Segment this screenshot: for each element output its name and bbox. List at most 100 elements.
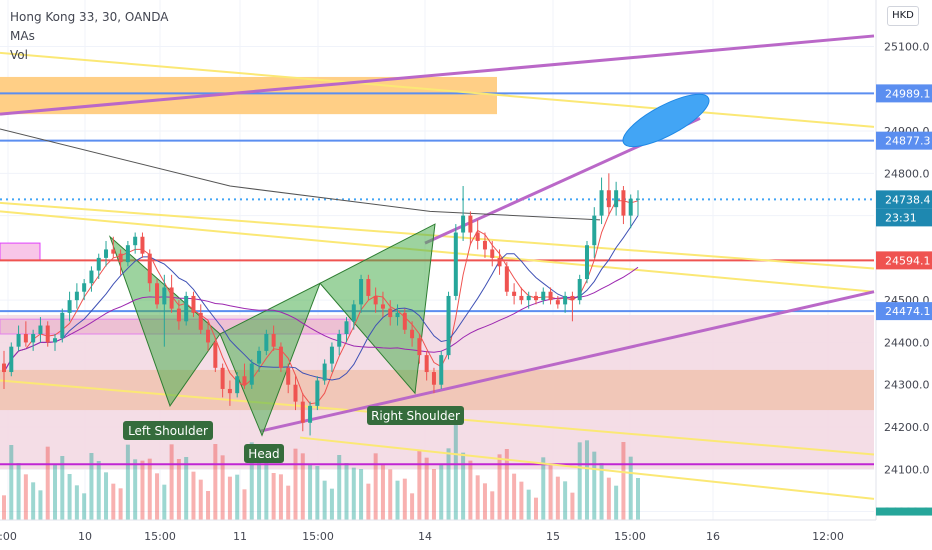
- price-label-bg: [876, 251, 932, 270]
- volume-bar: [96, 461, 101, 520]
- volume-bar: [198, 479, 203, 520]
- x-tick-label: 15:00: [614, 530, 646, 543]
- price-axis: 25100.024900.024800.024700.024500.024400…: [875, 0, 932, 550]
- pattern-left-shoulder: [108, 235, 221, 407]
- volume-bar: [490, 491, 495, 520]
- candle-body: [271, 333, 276, 347]
- candle-body: [636, 198, 640, 200]
- candle-body: [337, 333, 342, 347]
- volume-bar: [206, 491, 211, 520]
- candle-body: [242, 376, 247, 385]
- volume-bar: [23, 474, 28, 520]
- yellow-trendline: [0, 210, 875, 293]
- candle-body: [359, 279, 364, 305]
- indicator-vol-label[interactable]: Vol: [10, 48, 28, 62]
- candle-body: [497, 257, 502, 267]
- candle-body: [16, 333, 21, 347]
- volume-bar: [162, 484, 167, 520]
- candle-body: [570, 295, 575, 301]
- candle-body: [118, 253, 123, 263]
- volume-bar: [184, 457, 189, 520]
- right-shoulder-label-bg: [367, 406, 464, 425]
- volume-bar: [322, 480, 327, 520]
- volume-bar: [446, 448, 451, 520]
- candle-body: [402, 312, 407, 330]
- candle-body: [395, 312, 400, 318]
- volume-bar: [300, 453, 305, 520]
- candle-body: [74, 291, 79, 301]
- volume-bar: [293, 448, 298, 520]
- volume-bar: [125, 444, 130, 520]
- y-tick-label: 24300.0: [884, 379, 930, 392]
- candle-body: [577, 279, 582, 301]
- left-shoulder-label-bg: [123, 421, 213, 440]
- candle-body: [512, 291, 517, 296]
- candle-body: [373, 295, 378, 305]
- volume-bar: [402, 478, 407, 520]
- moving-averages: [0, 128, 639, 405]
- candle-body: [322, 363, 327, 381]
- volume-bar: [424, 457, 429, 520]
- x-tick-label: 15:00: [144, 530, 176, 543]
- volume-bar: [38, 490, 43, 520]
- candle-body: [366, 279, 371, 296]
- candle-body: [621, 190, 626, 216]
- volume-bar: [242, 489, 247, 520]
- candle-body: [198, 312, 203, 330]
- candle-body: [308, 405, 313, 423]
- volume-bar: [359, 469, 364, 520]
- x-tick-label: 12:00: [812, 530, 844, 543]
- purple-trendline: [0, 34, 875, 116]
- candle-body: [227, 388, 232, 394]
- candle-body: [264, 333, 269, 351]
- volume-bar: [74, 485, 79, 520]
- volume-bar: [592, 451, 597, 520]
- currency-button[interactable]: HKD: [887, 6, 919, 26]
- candle-body: [31, 333, 36, 343]
- volume-bar: [213, 444, 218, 520]
- volume-bar: [147, 458, 152, 520]
- price-label: 24989.1: [885, 87, 931, 100]
- candle-body: [628, 198, 633, 216]
- volume-bar: [468, 460, 473, 520]
- y-tick-label: 24200.0: [884, 421, 930, 434]
- candle-body: [9, 346, 14, 373]
- volume-bar: [286, 485, 291, 520]
- candle-body: [482, 240, 487, 250]
- horizontal-levels: [0, 92, 874, 466]
- symbol-title[interactable]: Hong Kong 33, 30, OANDA: [10, 10, 169, 24]
- volume-bar: [504, 449, 509, 520]
- volume-bar: [497, 454, 502, 520]
- candle-body: [380, 304, 385, 309]
- volume-bar: [53, 464, 58, 520]
- candle-body: [351, 304, 356, 322]
- candle-body: [293, 384, 298, 402]
- volume-bar: [169, 444, 174, 520]
- volume-bar: [606, 477, 611, 520]
- price-label-bg: [876, 84, 932, 103]
- volume-bar: [439, 463, 444, 520]
- volume-bar: [388, 469, 393, 520]
- candle-body: [453, 232, 458, 296]
- volume-bar: [614, 485, 619, 520]
- candle-body: [96, 257, 101, 271]
- candle-body: [184, 295, 189, 322]
- volume-bar: [9, 445, 14, 520]
- volume-bar: [176, 459, 181, 520]
- price-label: 23:31: [885, 211, 917, 224]
- price-label-bg: [876, 208, 932, 227]
- candle-body: [82, 283, 87, 292]
- volume-bar: [533, 497, 538, 520]
- purple-trendline: [259, 290, 875, 433]
- candle-body: [191, 295, 196, 313]
- candle-body: [169, 287, 174, 309]
- volume-bar: [417, 449, 422, 520]
- candle-body: [599, 190, 604, 216]
- x-tick-label: 14: [418, 530, 432, 543]
- indicator-mas-label[interactable]: MAs: [10, 29, 35, 43]
- candle-body: [446, 295, 451, 356]
- candle-body: [111, 249, 116, 254]
- candle-body: [235, 376, 240, 394]
- volume-bars: [2, 408, 640, 520]
